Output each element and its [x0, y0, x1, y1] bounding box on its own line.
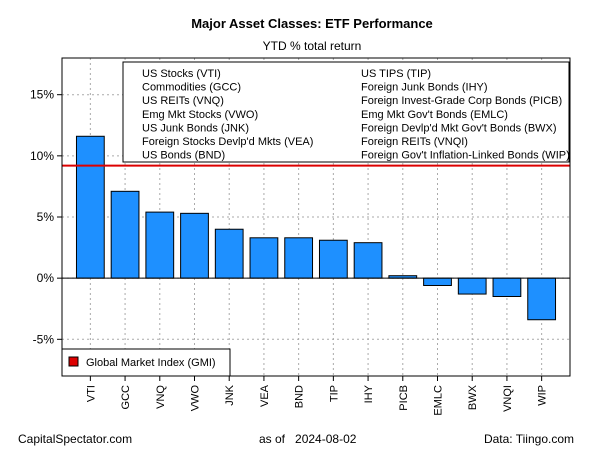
legend-entry: US REITs (VNQ): [142, 95, 224, 107]
gmi-legend-swatch: [68, 356, 79, 367]
gmi-legend-label: Global Market Index (GMI): [86, 357, 216, 369]
x-tick-label: BWX: [467, 384, 479, 410]
x-tick-label: VWO: [190, 385, 202, 412]
y-tick-label: -5%: [33, 332, 55, 346]
bar-vwo: [180, 212, 209, 279]
bar-tip: [318, 239, 348, 279]
footer-as-of: as of 2024-08-02: [259, 432, 356, 446]
x-tick-label: VNQ: [155, 385, 167, 409]
bars: [75, 135, 557, 321]
axes: -5% 0% 5% 10% 15% VTI GCC VNQ VWO JNK VEA BND TIP IHY…: [30, 88, 549, 416]
as-of-label: as of: [259, 432, 286, 446]
x-tick-label: GCC: [120, 385, 132, 410]
footer-data-source: Data: Tiingo.com: [483, 432, 574, 446]
bar-gcc: [110, 190, 140, 279]
legend-entry: Commodities (GCC): [142, 82, 241, 94]
y-tick-label: 10%: [30, 149, 54, 163]
legend-entry: Emg Mkt Stocks (VWO): [142, 109, 258, 121]
chart-subtitle: YTD % total return: [263, 39, 362, 53]
bar-vnq: [145, 211, 175, 279]
x-tick-label: TIP: [328, 385, 340, 402]
x-tick-label: VTI: [85, 385, 97, 402]
legend-entry: Foreign Invest-Grade Corp Bonds (PICB): [361, 95, 562, 107]
legend: US Stocks (VTI) Commodities (GCC)US REITs…: [61, 61, 570, 377]
chart-title: Major Asset Classes: ETF Performance: [191, 16, 433, 31]
as-of-date: 2024-08-02: [295, 432, 357, 446]
legend-entry: Foreign Devlp'd Mkt Gov't Bonds (BWX): [361, 122, 557, 134]
y-tick-label: 0%: [37, 271, 55, 285]
bar-vti: [75, 135, 105, 279]
legend-entry: US Bonds (BND): [142, 150, 225, 162]
x-tick-label: JNK: [224, 384, 236, 405]
x-tick-label: IHY: [363, 384, 375, 403]
bar-emlc: [423, 277, 452, 286]
footer-source-site: CapitalSpectator.com: [18, 432, 133, 446]
legend-entry: Foreign REITs (VNQI): [361, 136, 468, 148]
gmi-legend-box: [61, 348, 231, 377]
bar-vnqi: [492, 277, 522, 297]
bar-bwx: [457, 277, 487, 295]
legend-entry: US TIPS (TIP): [361, 68, 431, 80]
x-tick-label: PICB: [398, 385, 410, 411]
y-tick-label: 5%: [37, 210, 55, 224]
x-tick-label: WIP: [537, 385, 549, 406]
bar-vea: [249, 237, 279, 279]
legend-entry: Foreign Gov't Inflation-Linked Bonds (WI…: [361, 150, 570, 162]
bar-ihy: [353, 242, 383, 279]
legend-entry: Foreign Junk Bonds (IHY): [361, 82, 488, 94]
bar-jnk: [214, 228, 244, 279]
legend-entry: US Junk Bonds (JNK): [142, 122, 249, 134]
legend-entry: US Stocks (VTI): [142, 68, 221, 80]
x-tick-label: EMLC: [433, 385, 445, 416]
legend-box: [122, 61, 570, 163]
x-tick-label: VNQI: [502, 385, 514, 412]
y-tick-label: 15%: [30, 88, 54, 102]
bar-bnd: [284, 237, 314, 279]
grid-lines: [62, 58, 570, 376]
legend-entry: Foreign Stocks Devlp'd Mkts (VEA): [142, 136, 313, 148]
bar-wip: [527, 277, 557, 321]
x-tick-label: BND: [294, 385, 306, 408]
x-tick-label: VEA: [259, 384, 271, 407]
legend-entry: Emg Mkt Gov't Bonds (EMLC): [361, 109, 508, 121]
plot-frame: [61, 57, 571, 377]
reference-lines: [62, 164, 570, 279]
